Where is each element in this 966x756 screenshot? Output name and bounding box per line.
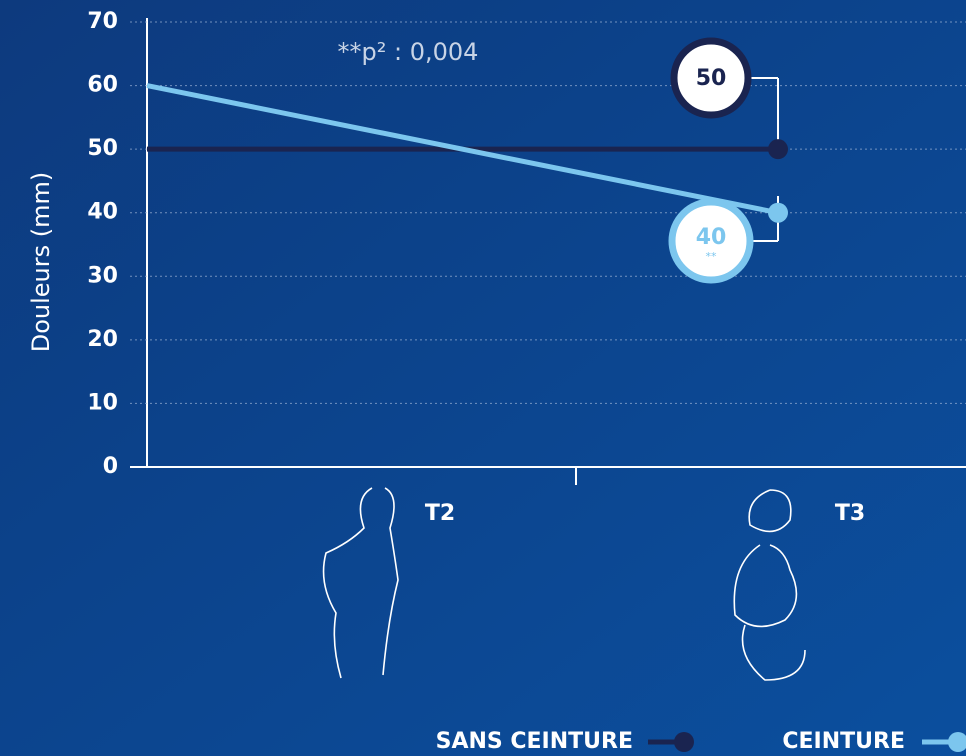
callout-bubble: [670, 37, 752, 119]
legend-label: SANS CEINTURE: [436, 729, 633, 754]
data-point: [768, 139, 788, 160]
data-point: [768, 202, 788, 223]
y-tick-label: 20: [87, 327, 118, 352]
y-axis-label: Douleurs (mm): [27, 172, 55, 353]
callout-bubble: [668, 198, 754, 284]
x-tick-label: T3: [835, 501, 865, 526]
significance: **: [706, 250, 718, 263]
data-label: 40: [696, 225, 727, 250]
y-tick-label: 60: [87, 73, 118, 98]
legend-dot: [948, 732, 966, 752]
y-tick-label: 40: [87, 200, 118, 225]
annotation: **p² : 0,004: [338, 38, 479, 66]
y-tick-label: 10: [87, 390, 118, 415]
x-tick-label: T2: [425, 501, 455, 526]
data-label: 50: [696, 66, 727, 91]
series-line: [146, 83, 779, 216]
y-tick-label: 50: [87, 136, 118, 161]
y-tick-label: 70: [87, 9, 118, 34]
legend-dot: [674, 732, 694, 752]
y-tick-label: 0: [103, 454, 118, 479]
legend-label: CEINTURE: [782, 729, 905, 754]
illustration: [322, 487, 806, 681]
y-tick-label: 30: [87, 263, 118, 288]
